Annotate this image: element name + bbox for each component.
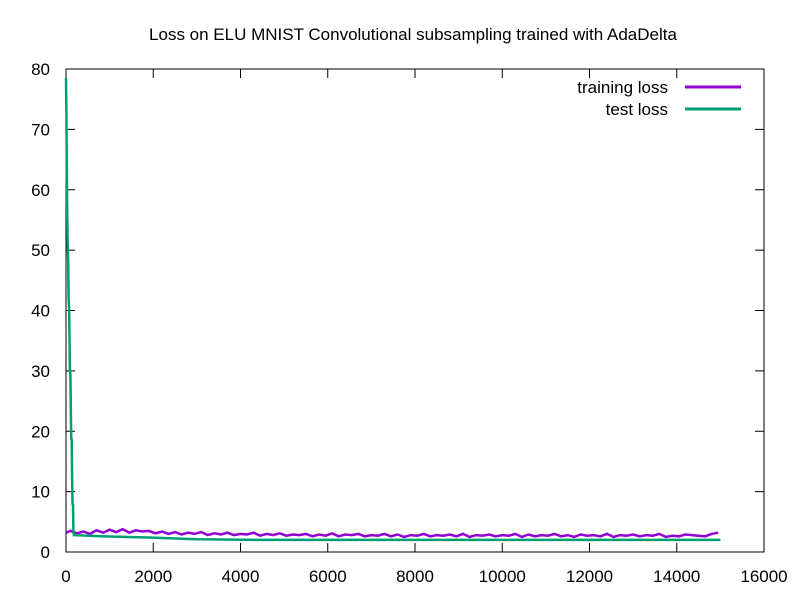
legend: training loss test loss: [577, 78, 741, 119]
y-tick-label: 30: [31, 362, 50, 381]
legend-label: training loss: [577, 78, 668, 97]
x-tick-label: 4000: [222, 567, 260, 586]
x-tick-label: 6000: [309, 567, 347, 586]
axis-ticks: 0 10 20 30 40 50 60 70 80 0 2000 4000 6000 8000 10000 1…: [31, 60, 788, 586]
y-tick-label: 80: [31, 60, 50, 79]
x-tick-label: 10000: [479, 567, 526, 586]
chart-title: Loss on ELU MNIST Convolutional subsampl…: [149, 25, 677, 44]
plot-frame: [65, 68, 765, 553]
y-tick-label: 0: [41, 543, 50, 562]
x-tick-label: 8000: [396, 567, 434, 586]
x-tick-label: 2000: [134, 567, 172, 586]
x-tick-label: 0: [61, 567, 70, 586]
y-tick-label: 60: [31, 181, 50, 200]
y-tick-label: 20: [31, 422, 50, 441]
y-tick-label: 10: [31, 483, 50, 502]
y-tick-label: 70: [31, 120, 50, 139]
legend-label: test loss: [606, 100, 668, 119]
x-tick-label: 16000: [740, 567, 787, 586]
x-tick-label: 12000: [566, 567, 613, 586]
x-tick-label: 14000: [653, 567, 700, 586]
series-line-test-loss: [64, 78, 721, 542]
y-tick-label: 40: [31, 302, 50, 321]
series-line-training-loss: [65, 527, 719, 539]
series-lines: [64, 78, 721, 542]
y-tick-label: 50: [31, 241, 50, 260]
